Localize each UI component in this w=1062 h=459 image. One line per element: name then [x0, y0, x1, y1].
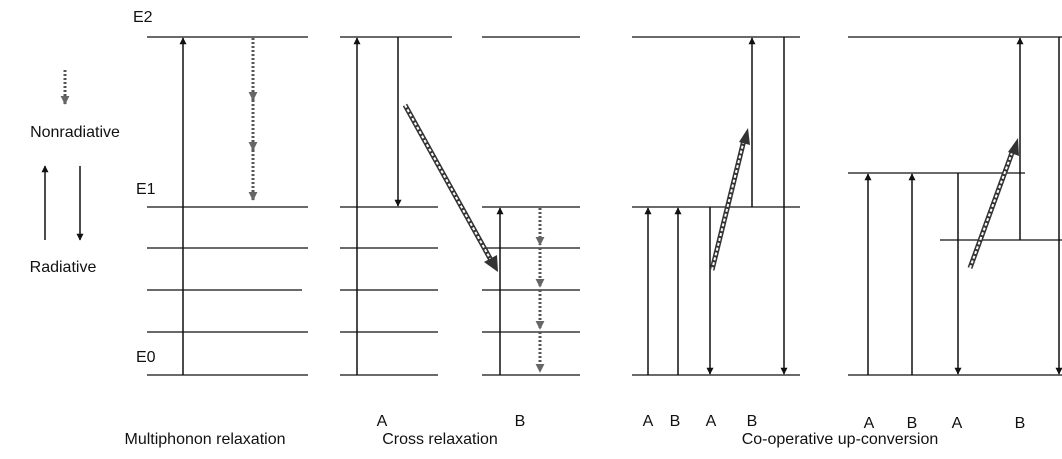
ion-label: A: [864, 415, 875, 432]
transfer-head: [1008, 138, 1019, 156]
transfer-head: [739, 128, 750, 145]
multiphonon-panel: Multiphonon relaxation: [125, 36, 308, 448]
ion-label: B: [907, 415, 918, 432]
caption: Co-operative up-conversion: [742, 431, 939, 448]
transfer-arrow-hatch: [969, 149, 1014, 269]
cross-relaxation-panel: A B Cross relaxation: [340, 36, 580, 448]
ion-label: B: [515, 413, 526, 430]
legend-radiative: Radiative: [30, 259, 97, 276]
transfer-arrow-hatch: [711, 139, 745, 271]
legend: Nonradiative Radiative: [30, 70, 120, 276]
ion-label: B: [670, 413, 681, 430]
transfer-arrow: [402, 103, 495, 264]
ion-label: B: [747, 413, 758, 430]
caption: Multiphonon relaxation: [125, 431, 286, 448]
ion-label: B: [1015, 415, 1026, 432]
ion-label: A: [706, 413, 717, 430]
level-label: E2: [133, 9, 153, 26]
upconversion-panel-b: A B A B: [848, 36, 1062, 432]
legend-nonradiative: Nonradiative: [30, 124, 120, 141]
level-label: E0: [136, 349, 156, 366]
ion-label: A: [377, 413, 388, 430]
caption: Cross relaxation: [382, 431, 498, 448]
transfer-head: [484, 255, 498, 272]
upconversion-panel-a: A B A B: [632, 36, 800, 430]
ion-label: A: [643, 413, 654, 430]
level-label: E1: [136, 181, 156, 198]
ion-label: A: [952, 415, 963, 432]
